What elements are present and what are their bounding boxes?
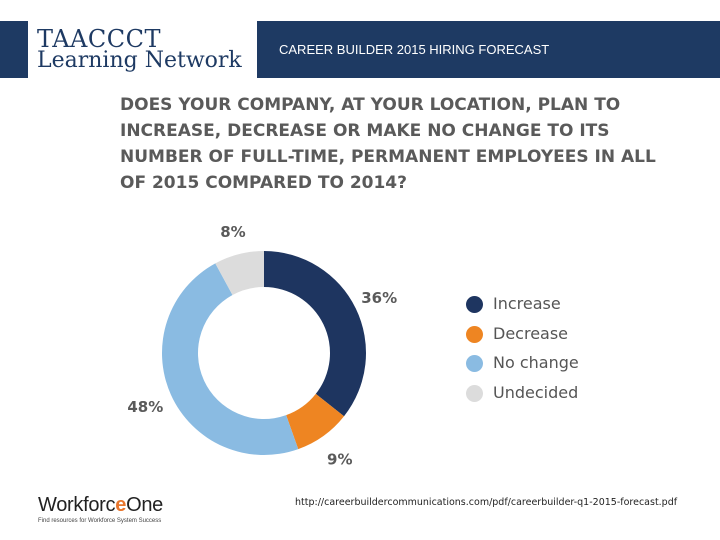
workforce-one-logo: WorkforceOne Find resources for Workforc… [38, 494, 163, 524]
slice-decrease [286, 393, 345, 450]
source-link[interactable]: http://careerbuildercommunications.com/p… [295, 497, 678, 508]
wordmark-part-2: e [115, 494, 127, 516]
legend-swatch-decrease [466, 325, 483, 343]
legend-label-no-change: No change [493, 353, 579, 372]
data-label-no-change: 48% [127, 398, 163, 416]
slice-increase [264, 251, 366, 417]
taaccct-logo: TAACCCT Learning Network [28, 21, 257, 78]
legend-swatch-increase [466, 296, 483, 313]
legend-swatch-undecided [466, 384, 483, 402]
slice-no-change [162, 263, 299, 455]
legend-label-decrease: Decrease [493, 323, 569, 343]
page-title: CAREER BUILDER 2015 HIRING FORECAST [279, 42, 550, 57]
legend-swatch-no-change [466, 355, 483, 372]
legend-label-increase: Increase [493, 294, 561, 313]
legend-label-undecided: Undecided [493, 382, 579, 402]
workforce-one-tagline: Find resources for Workforce System Succ… [38, 518, 162, 524]
logo-line2: Learning Network [37, 48, 242, 73]
data-label-decrease: 9% [327, 451, 352, 469]
data-label-increase: 36% [361, 289, 397, 307]
wordmark-part-3: One [126, 494, 163, 516]
chart-question: DOES YOUR COMPANY, AT YOUR LOCATION, PLA… [120, 95, 656, 193]
data-label-undecided: 8% [220, 223, 245, 241]
workforce-one-wordmark: WorkforceOne [38, 494, 163, 517]
logo-line1: TAACCCT [37, 25, 161, 53]
wordmark-part-1: Workforc [38, 494, 116, 516]
slice-undecided [215, 251, 264, 296]
donut-chart: 36% 9% 48% 8% [127, 223, 397, 469]
